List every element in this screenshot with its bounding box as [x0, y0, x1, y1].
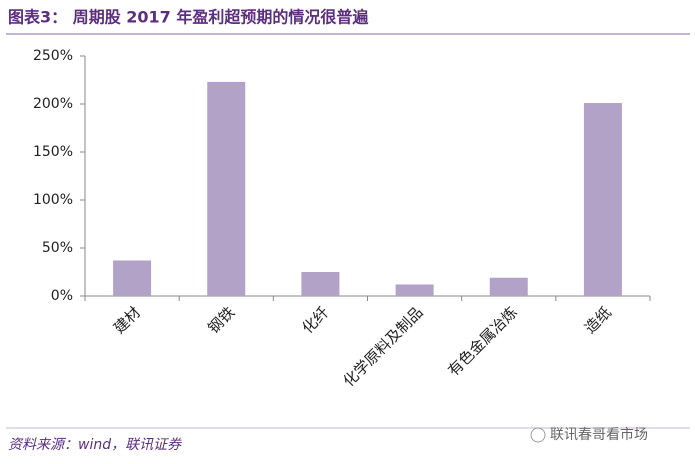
bar	[113, 260, 152, 296]
x-tick-label: 造纸	[581, 303, 615, 337]
chart-title: 图表3： 周期股 2017 年盈利超预期的情况很普遍	[8, 8, 369, 27]
bar	[301, 272, 340, 296]
y-tick-label: 50%	[42, 240, 73, 256]
bar	[395, 284, 434, 296]
y-tick-label: 250%	[33, 48, 73, 64]
y-tick-label: 0%	[51, 288, 73, 304]
bar	[583, 103, 622, 296]
x-tick-label: 建材	[110, 303, 144, 337]
y-tick-label: 100%	[33, 192, 73, 208]
source-note: 资料来源：wind，联讯证券	[8, 437, 182, 453]
x-tick-label: 化纤	[298, 303, 332, 337]
y-tick-label: 150%	[33, 144, 73, 160]
bar	[207, 81, 246, 296]
x-tick-label: 化学原料及制品	[340, 303, 427, 390]
bar	[489, 277, 528, 296]
watermark: 联讯春哥看市场	[550, 426, 648, 443]
watermark-icon	[530, 427, 546, 443]
x-tick-label: 钢铁	[204, 303, 238, 337]
x-tick-label: 有色金属冶炼	[444, 303, 520, 379]
y-tick-label: 200%	[33, 96, 73, 112]
